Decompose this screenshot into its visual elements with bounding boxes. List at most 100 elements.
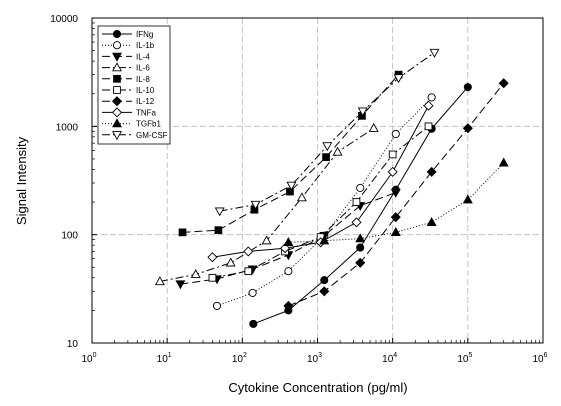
legend-marker-ifng: [112, 29, 122, 39]
x-tick-label: 105: [457, 352, 472, 365]
data-point-il-8: [322, 153, 330, 161]
legend-label-gm-csf: GM-CSF: [136, 131, 168, 140]
data-point-il-12: [462, 123, 473, 134]
data-point-il-1b: [356, 183, 365, 192]
data-point-il-12: [355, 257, 366, 268]
legend-marker-tgfb1: [112, 118, 122, 128]
data-point-il-6: [154, 276, 165, 286]
data-point-il-12: [390, 212, 401, 223]
legend-label-ifng: IFNg: [136, 30, 153, 39]
data-point-tgfb1: [390, 227, 401, 237]
x-tick-base: 10: [157, 354, 169, 365]
data-point-il-1b: [212, 301, 222, 310]
y-tick-label: 1000: [56, 122, 79, 133]
data-point-ifng: [320, 276, 329, 285]
data-point-il-1b: [391, 129, 400, 139]
data-point-tnfa: [207, 252, 218, 263]
data-point-il-6: [190, 269, 201, 279]
data-point-il-1b: [248, 288, 257, 297]
x-tick-exponent: 5: [468, 352, 472, 359]
x-tick-label: 102: [232, 352, 247, 365]
legend-marker-gm-csf: [112, 131, 122, 141]
x-tick-exponent: 3: [318, 352, 322, 359]
data-point-il-12: [426, 166, 437, 177]
data-point-il-10: [352, 198, 361, 206]
x-tick-base: 10: [81, 354, 93, 365]
data-point-tgfb1: [462, 194, 473, 204]
x-tick-label: 104: [382, 352, 397, 365]
x-tick-exponent: 2: [243, 352, 247, 359]
data-point-gm-csf: [322, 142, 333, 152]
legend-marker-il-1b: [112, 41, 122, 50]
legend-marker-il-6: [112, 62, 122, 72]
legend-marker-il-12: [111, 96, 123, 107]
x-tick-exponent: 1: [168, 352, 172, 359]
data-point-il-10: [424, 122, 433, 131]
legend: IFNg IL-1b IL-4 IL-6 IL-8 IL-10 IL-12 TNFa TGFb1…: [97, 25, 171, 145]
data-point-gm-csf: [286, 181, 297, 191]
data-point-tgfb1: [426, 216, 437, 226]
data-point-tnfa: [280, 243, 291, 254]
data-point-il-10: [244, 267, 253, 276]
data-point-il-6: [261, 235, 272, 245]
legend-marker-il-4: [112, 52, 122, 62]
y-axis-title: Signal Intensity: [14, 136, 29, 225]
legend-label-tnfa: TNFa: [136, 108, 157, 117]
data-point-il-6: [225, 257, 236, 267]
data-point-il-10: [388, 150, 397, 159]
data-point-il-6: [368, 122, 379, 132]
data-point-il-12: [498, 78, 509, 89]
data-point-il-4: [175, 280, 186, 290]
x-tick-base: 10: [232, 354, 244, 365]
series-markers: [154, 48, 509, 328]
data-point-tgfb1: [283, 236, 294, 246]
legend-marker-tnfa: [111, 107, 123, 118]
legend-label-il-6: IL-6: [136, 64, 150, 73]
x-tick-exponent: 0: [93, 352, 97, 359]
x-tick-label: 100: [81, 352, 96, 365]
data-point-gm-csf: [393, 74, 404, 84]
data-point-tnfa: [387, 166, 398, 177]
data-point-tgfb1: [355, 233, 366, 243]
x-tick-base: 10: [307, 354, 319, 365]
data-point-tnfa: [243, 246, 254, 257]
data-point-il-1b: [284, 267, 293, 276]
legend-label-tgfb1: TGFb1: [136, 120, 161, 129]
x-tick-label: 103: [307, 352, 322, 365]
x-tick-label: 101: [157, 352, 172, 365]
data-point-tgfb1: [319, 235, 330, 245]
data-point-il-12: [319, 286, 330, 297]
data-point-il-10: [208, 273, 217, 282]
x-axis-title: Cytokine Concentration (pg/ml): [228, 380, 407, 395]
data-point-ifng: [249, 319, 258, 328]
x-tick-base: 10: [457, 354, 469, 365]
legend-label-il-12: IL-12: [136, 97, 155, 106]
data-point-il-12: [283, 300, 294, 311]
x-tick-exponent: 6: [544, 352, 548, 359]
data-point-ifng: [356, 243, 365, 252]
x-tick-exponent: 4: [393, 352, 397, 359]
data-point-il-6: [332, 146, 343, 156]
x-tick-base: 10: [382, 354, 394, 365]
data-point-gm-csf: [214, 207, 225, 217]
data-point-gm-csf: [250, 200, 261, 210]
data-point-il-8: [214, 226, 223, 235]
data-point-tnfa: [423, 100, 434, 111]
data-point-tgfb1: [498, 157, 509, 167]
legend-label-il-4: IL-4: [136, 52, 150, 61]
legend-box: [97, 25, 171, 145]
data-point-il-8: [286, 187, 294, 196]
y-tick-label: 100: [61, 231, 78, 242]
data-point-il-8: [178, 228, 187, 237]
series-line-il-6: [159, 127, 374, 282]
data-point-il-6: [296, 192, 307, 202]
x-tick-base: 10: [532, 354, 544, 365]
x-tick-label: 106: [532, 352, 547, 365]
data-point-ifng: [463, 83, 472, 92]
data-point-gm-csf: [357, 107, 368, 117]
data-point-il-1b: [427, 93, 436, 102]
data-point-gm-csf: [429, 48, 440, 58]
y-tick-label: 10000: [50, 14, 78, 25]
